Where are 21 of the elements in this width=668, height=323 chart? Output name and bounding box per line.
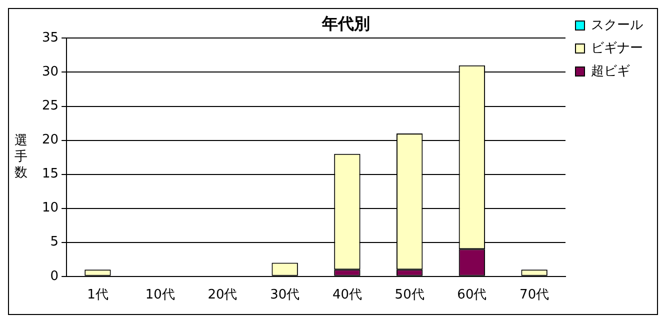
x-tick-label: 50代: [394, 288, 424, 303]
y-tick-label: 25: [42, 98, 59, 114]
y-tick-label: 20: [42, 132, 59, 148]
x-tick-label: 20代: [208, 288, 238, 303]
y-tick-label: 15: [42, 166, 59, 182]
y-tick-label: 10: [42, 200, 59, 216]
legend-label: 超ビギ: [591, 64, 630, 79]
x-tick-label: 70代: [520, 288, 550, 303]
y-tick-label: 5: [50, 234, 59, 250]
chart-title: 年代別: [321, 14, 370, 33]
x-tick-label: 10代: [145, 288, 175, 303]
x-tick-label: 1代: [87, 288, 108, 303]
y-tick-label: 0: [50, 268, 59, 284]
x-tick-label: 30代: [270, 288, 300, 303]
x-tick-label: 60代: [457, 288, 487, 303]
x-tick-label: 40代: [332, 288, 362, 303]
y-tick-label: 30: [42, 64, 59, 80]
legend-label: ビギナー: [591, 40, 643, 56]
legend-label: スクール: [591, 18, 643, 33]
y-tick-label: 35: [42, 30, 59, 46]
y-axis-title: 選手数: [14, 134, 28, 181]
